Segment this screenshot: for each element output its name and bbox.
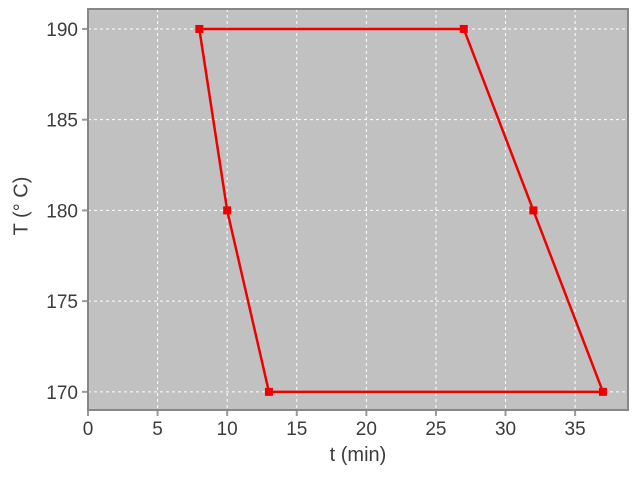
x-tick-label: 35 [565, 419, 586, 440]
x-tick-label: 15 [286, 419, 307, 440]
x-tick-label: 0 [83, 419, 94, 440]
y-tick-label: 185 [46, 111, 78, 132]
x-tick-label: 10 [217, 419, 238, 440]
y-tick-label: 170 [46, 383, 78, 404]
x-tick-label: 25 [425, 419, 446, 440]
x-axis-title: t (min) [329, 444, 387, 466]
y-tick-label: 180 [46, 201, 78, 222]
data-point-marker [529, 206, 538, 215]
plot-background [88, 9, 628, 410]
x-tick-label: 30 [495, 419, 516, 440]
y-axis-title: T (° C) [10, 176, 33, 236]
data-point-marker [223, 206, 232, 215]
data-point-marker [264, 387, 273, 396]
x-tick-label: 5 [152, 419, 163, 440]
y-tick-label: 190 [46, 20, 78, 41]
x-tick-label: 20 [356, 419, 377, 440]
data-point-marker [598, 387, 607, 396]
data-point-marker [459, 24, 468, 33]
data-point-marker [195, 24, 204, 33]
y-tick-label: 175 [46, 292, 78, 313]
plot-frame [87, 8, 629, 411]
